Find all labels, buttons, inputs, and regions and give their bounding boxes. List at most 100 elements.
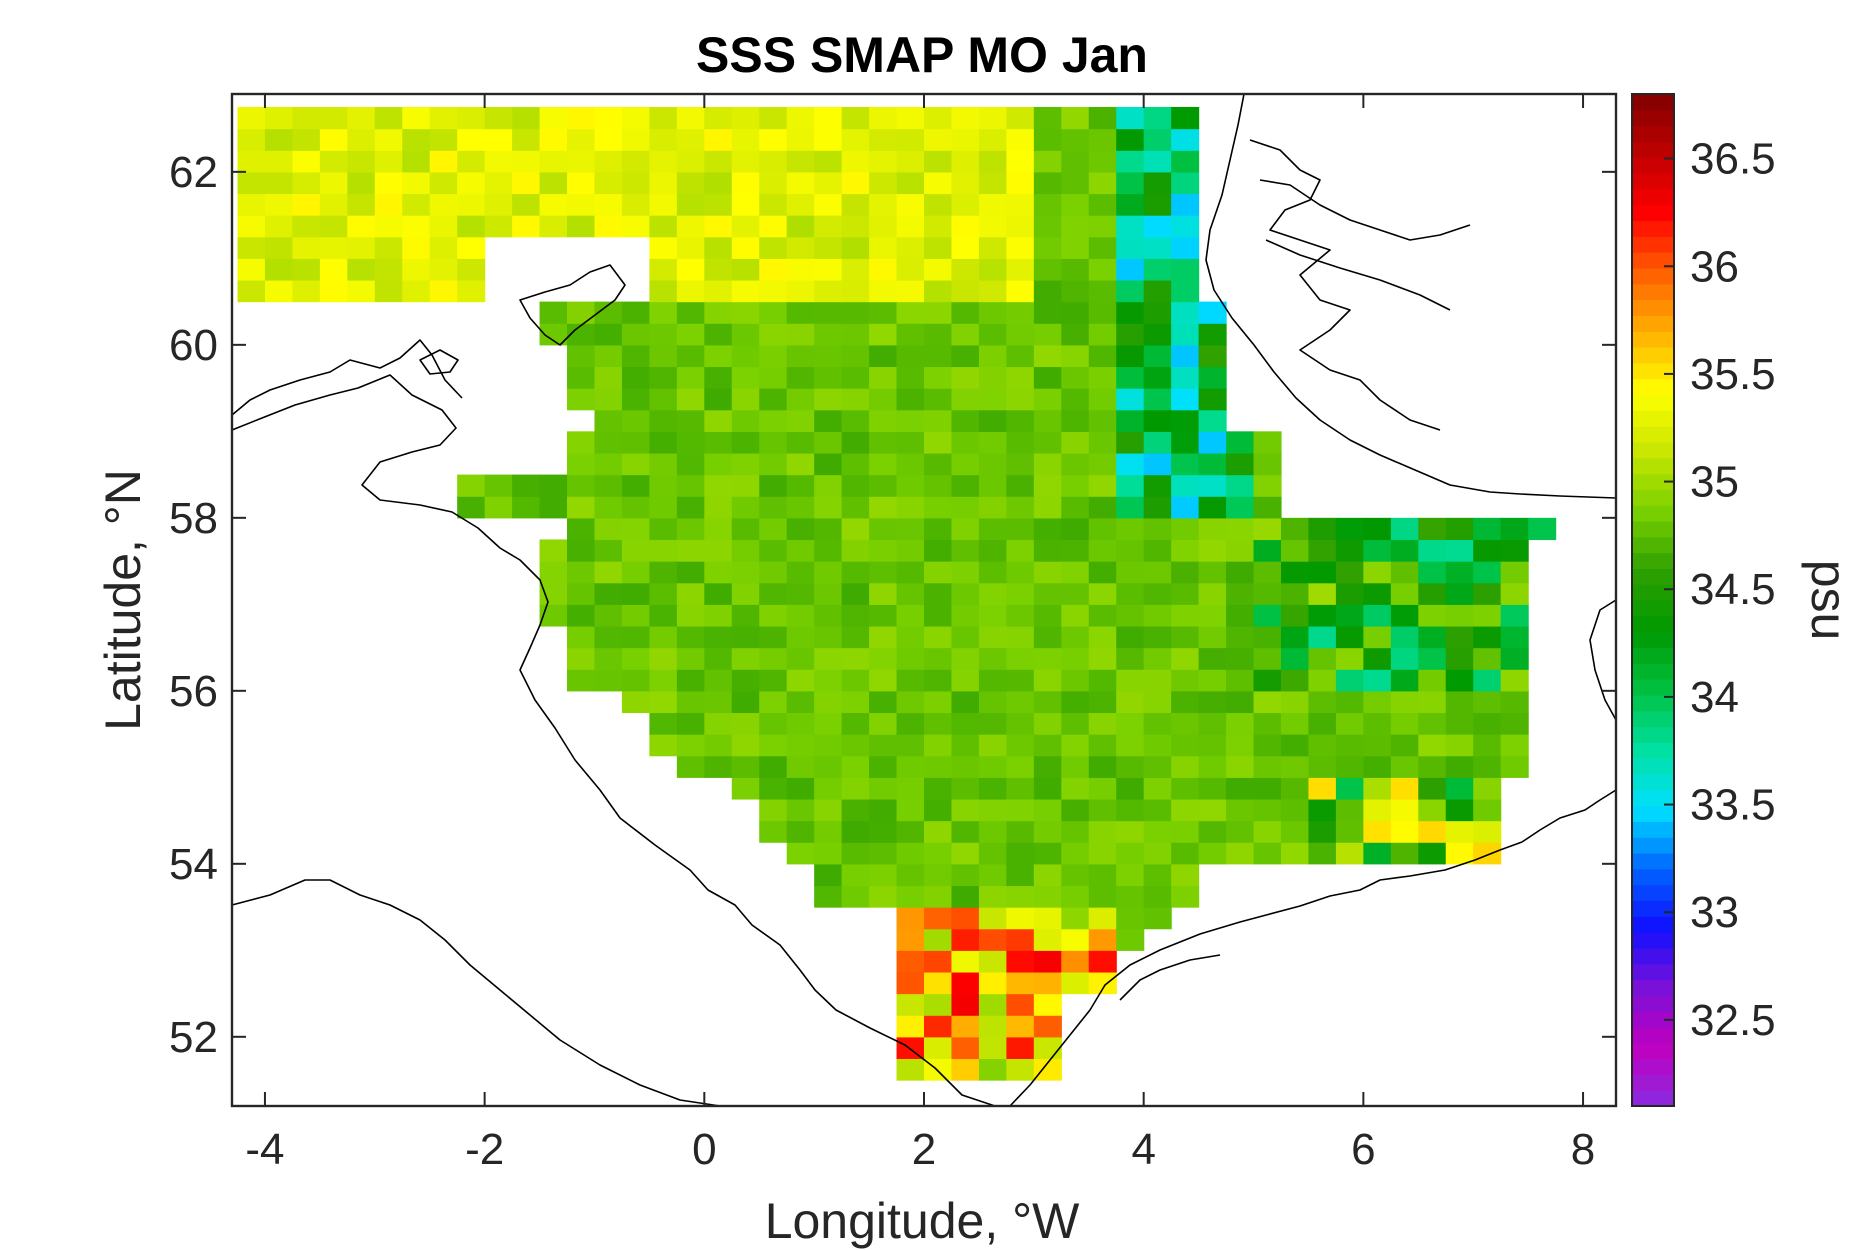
salinity-cell xyxy=(484,128,513,151)
salinity-cell xyxy=(649,193,678,216)
salinity-cell xyxy=(539,193,568,216)
salinity-cell xyxy=(1033,1036,1062,1060)
x-tick-label: 8 xyxy=(1571,1125,1595,1174)
salinity-cell xyxy=(1061,604,1090,627)
colorbar-step xyxy=(1632,457,1674,475)
salinity-cell xyxy=(1116,712,1145,735)
salinity-cell xyxy=(1061,561,1090,584)
salinity-cell xyxy=(978,279,1007,303)
salinity-cell xyxy=(1061,215,1090,238)
salinity-cell xyxy=(1363,690,1392,714)
salinity-cell xyxy=(896,1036,925,1060)
salinity-cell xyxy=(1116,474,1145,497)
salinity-cell xyxy=(869,604,898,627)
salinity-cell xyxy=(1088,517,1117,541)
salinity-cell xyxy=(429,128,458,151)
salinity-cell xyxy=(429,171,458,195)
salinity-cell xyxy=(676,215,705,238)
salinity-cell xyxy=(374,106,403,130)
salinity-cell xyxy=(594,496,623,519)
salinity-cell xyxy=(1198,366,1227,389)
salinity-cell xyxy=(1280,625,1310,649)
salinity-cell xyxy=(1061,777,1090,800)
salinity-cell xyxy=(1171,539,1200,562)
salinity-cell xyxy=(1116,517,1145,541)
salinity-cell xyxy=(1500,561,1529,584)
salinity-cell xyxy=(978,798,1007,822)
salinity-cell xyxy=(1116,193,1145,216)
salinity-cell xyxy=(1226,474,1255,497)
salinity-cell xyxy=(814,604,843,627)
salinity-cell xyxy=(1088,452,1117,476)
salinity-cell xyxy=(841,279,870,303)
salinity-cell xyxy=(896,539,925,562)
salinity-cell xyxy=(924,474,953,497)
salinity-cell xyxy=(896,106,925,130)
salinity-cell xyxy=(567,344,596,368)
salinity-cell xyxy=(704,669,733,692)
colorbar-step xyxy=(1632,267,1674,285)
salinity-cell xyxy=(896,323,925,346)
colorbar-frame xyxy=(1631,93,1675,1107)
salinity-cell xyxy=(347,258,376,281)
colorbar-step xyxy=(1632,963,1674,981)
salinity-cell xyxy=(1088,193,1117,216)
salinity-cell xyxy=(704,215,733,238)
colorbar-step xyxy=(1632,109,1674,127)
salinity-cell xyxy=(1061,150,1090,173)
salinity-cell xyxy=(1116,279,1145,303)
salinity-cell xyxy=(978,431,1007,454)
salinity-cell xyxy=(1226,625,1255,649)
salinity-cell xyxy=(1280,539,1310,562)
colorbar-step xyxy=(1632,995,1674,1012)
salinity-cell xyxy=(621,171,650,195)
salinity-cell xyxy=(759,301,788,324)
salinity-cell xyxy=(567,647,596,670)
salinity-cell xyxy=(731,106,760,130)
salinity-cell xyxy=(1280,561,1310,584)
salinity-cell xyxy=(1335,777,1364,800)
salinity-cell xyxy=(1006,474,1035,497)
salinity-cell xyxy=(786,128,815,151)
salinity-cell xyxy=(924,625,953,649)
salinity-cell xyxy=(319,236,348,259)
salinity-cell xyxy=(759,258,788,281)
salinity-cell xyxy=(594,215,623,238)
salinity-cell xyxy=(457,279,486,303)
salinity-cell xyxy=(978,474,1007,497)
salinity-cell xyxy=(731,561,760,584)
salinity-cell xyxy=(649,452,678,476)
salinity-cell xyxy=(1253,604,1282,627)
salinity-cell xyxy=(1280,604,1310,627)
salinity-cell xyxy=(319,193,348,216)
colorbar-step xyxy=(1632,584,1674,601)
colorbar-step xyxy=(1632,394,1674,411)
salinity-cell xyxy=(676,431,705,454)
salinity-cell xyxy=(1116,647,1145,670)
colorbar-step xyxy=(1632,600,1674,617)
salinity-cell xyxy=(786,647,815,670)
salinity-cell xyxy=(1473,755,1502,778)
colorbar-step xyxy=(1632,884,1674,902)
salinity-cell xyxy=(567,474,596,497)
salinity-cell xyxy=(1418,777,1447,800)
salinity-cell xyxy=(1308,690,1337,714)
salinity-cell xyxy=(1418,712,1447,735)
salinity-cell xyxy=(786,777,815,800)
salinity-cell xyxy=(1280,517,1310,541)
salinity-cell xyxy=(1500,669,1529,692)
salinity-cell xyxy=(1006,279,1035,303)
salinity-cell xyxy=(1143,258,1172,281)
salinity-cell xyxy=(1171,258,1200,281)
salinity-cell xyxy=(704,604,733,627)
salinity-cell xyxy=(814,279,843,303)
salinity-cell xyxy=(1445,647,1474,670)
salinity-cell xyxy=(786,409,815,432)
salinity-cell xyxy=(1033,582,1062,605)
salinity-cell xyxy=(1418,625,1447,649)
salinity-cell xyxy=(1033,388,1062,411)
salinity-cell xyxy=(814,517,843,541)
salinity-cell xyxy=(731,625,760,649)
salinity-cell xyxy=(1308,820,1337,843)
salinity-cell xyxy=(869,323,898,346)
